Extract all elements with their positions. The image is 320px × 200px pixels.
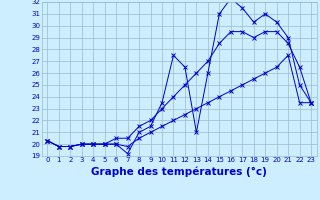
X-axis label: Graphe des températures (°c): Graphe des températures (°c)	[91, 166, 267, 177]
